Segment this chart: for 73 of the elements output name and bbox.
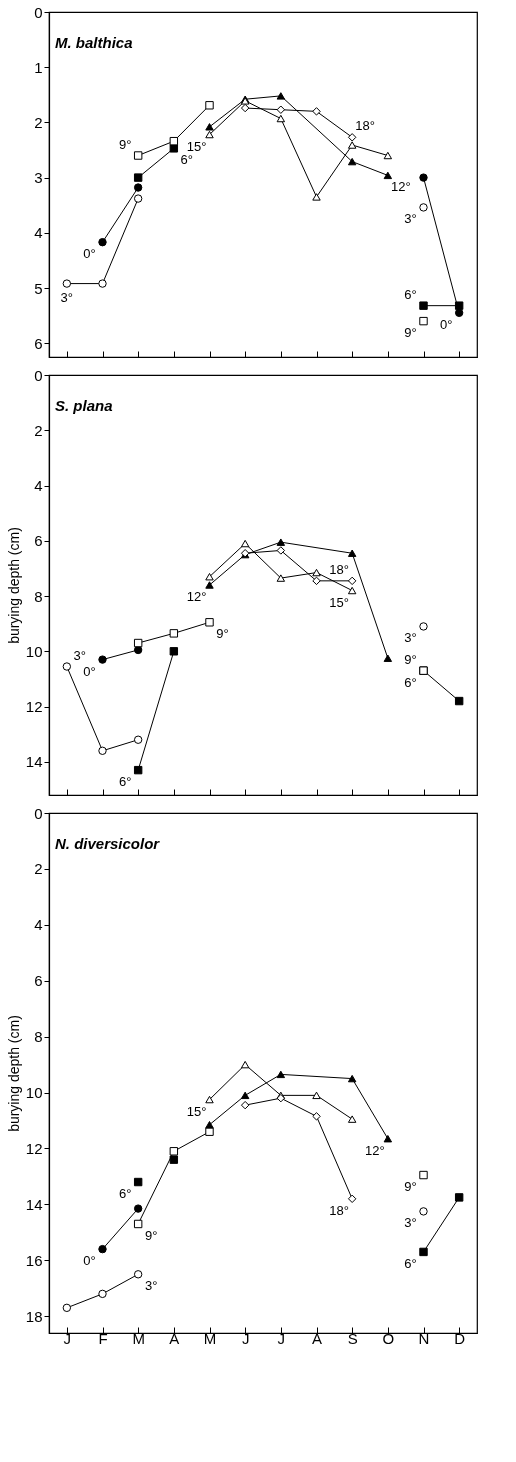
series-label: 6° <box>404 674 417 690</box>
series-label: 6° <box>118 1186 132 1202</box>
series-label: 0° <box>83 663 96 679</box>
legend-label: 3° <box>60 289 74 305</box>
series-label: 3° <box>404 1215 417 1231</box>
x-tick-label: J <box>277 1329 286 1347</box>
x-tick-label: F <box>98 1329 108 1347</box>
y-tick-label: 6 <box>34 334 43 352</box>
y-tick-label: 14 <box>25 753 43 771</box>
y-tick-label: 1 <box>34 58 43 76</box>
text: S. plana <box>55 397 113 414</box>
legend-label: 3° <box>73 647 87 663</box>
series-label: 18° <box>355 118 375 134</box>
y-tick-label: 12 <box>25 1139 43 1157</box>
y-tick-label: 2 <box>34 421 43 439</box>
series-label: 6° <box>118 774 132 790</box>
series-label: 12° <box>365 1142 385 1158</box>
series-label: 15° <box>186 138 207 154</box>
x-tick-label: A <box>311 1329 323 1347</box>
series-label: 9° <box>404 325 417 341</box>
series-label: 18° <box>329 1202 349 1218</box>
series-label: 3° <box>404 211 417 227</box>
series-label: 3° <box>144 1278 158 1294</box>
series-label: 0° <box>439 316 453 332</box>
series-label: 9° <box>404 651 417 667</box>
y-tick-label: 8 <box>34 1028 43 1046</box>
series-label: 15° <box>329 594 349 610</box>
y-tick-label: 6 <box>34 972 43 990</box>
series-label: 6° <box>404 1255 417 1271</box>
text: M. balthica <box>55 34 133 51</box>
series-label: 15° <box>186 1103 207 1119</box>
y-tick-label: 4 <box>34 224 43 242</box>
y-tick-label: 18 <box>25 1307 43 1325</box>
y-tick-label: 16 <box>25 1251 43 1269</box>
y-tick-label: 8 <box>34 587 43 605</box>
y-axis-title: burying depth (cm) <box>5 1015 22 1132</box>
series-label: 3° <box>404 630 417 646</box>
series-label: 9° <box>216 626 229 642</box>
y-tick-label: 0 <box>34 366 43 384</box>
y-tick-label: 0 <box>34 3 43 21</box>
y-tick-label: 2 <box>34 860 43 878</box>
y-tick-label: 4 <box>34 916 43 934</box>
x-tick-label: J <box>241 1329 250 1347</box>
x-tick-label: S <box>347 1329 358 1347</box>
y-tick-label: 6 <box>34 532 43 550</box>
y-tick-label: 4 <box>34 477 43 495</box>
y-tick-label: 2 <box>34 113 43 131</box>
text: N. diversicolor <box>55 835 161 852</box>
y-tick-label: 5 <box>34 279 43 297</box>
y-tick-label: 14 <box>25 1195 43 1213</box>
x-tick-label: N <box>418 1329 430 1347</box>
series-label: 0° <box>83 246 96 262</box>
series-label: 12° <box>391 179 411 195</box>
y-tick-label: 10 <box>25 1084 43 1102</box>
x-tick-label: O <box>382 1329 395 1347</box>
series-label: 6° <box>404 286 417 302</box>
x-tick-label: M <box>203 1329 217 1347</box>
y-axis-title: burying depth (cm) <box>5 527 22 644</box>
x-tick-label: J <box>63 1329 72 1347</box>
series-label: 0° <box>83 1253 96 1269</box>
series-label: 12° <box>186 589 207 604</box>
series-label: 6° <box>180 152 194 168</box>
series-label: 18° <box>329 561 349 577</box>
x-tick-label: M <box>132 1329 145 1347</box>
y-tick-label: 0 <box>34 804 43 822</box>
x-tick-label: A <box>169 1329 180 1347</box>
x-tick-label: D <box>454 1329 466 1347</box>
series-label: 9° <box>118 136 132 152</box>
series-label: 9° <box>144 1227 158 1243</box>
y-tick-label: 10 <box>25 642 43 660</box>
y-tick-label: 3 <box>34 169 43 187</box>
series-label: 9° <box>404 1179 417 1195</box>
y-tick-label: 12 <box>25 698 43 716</box>
